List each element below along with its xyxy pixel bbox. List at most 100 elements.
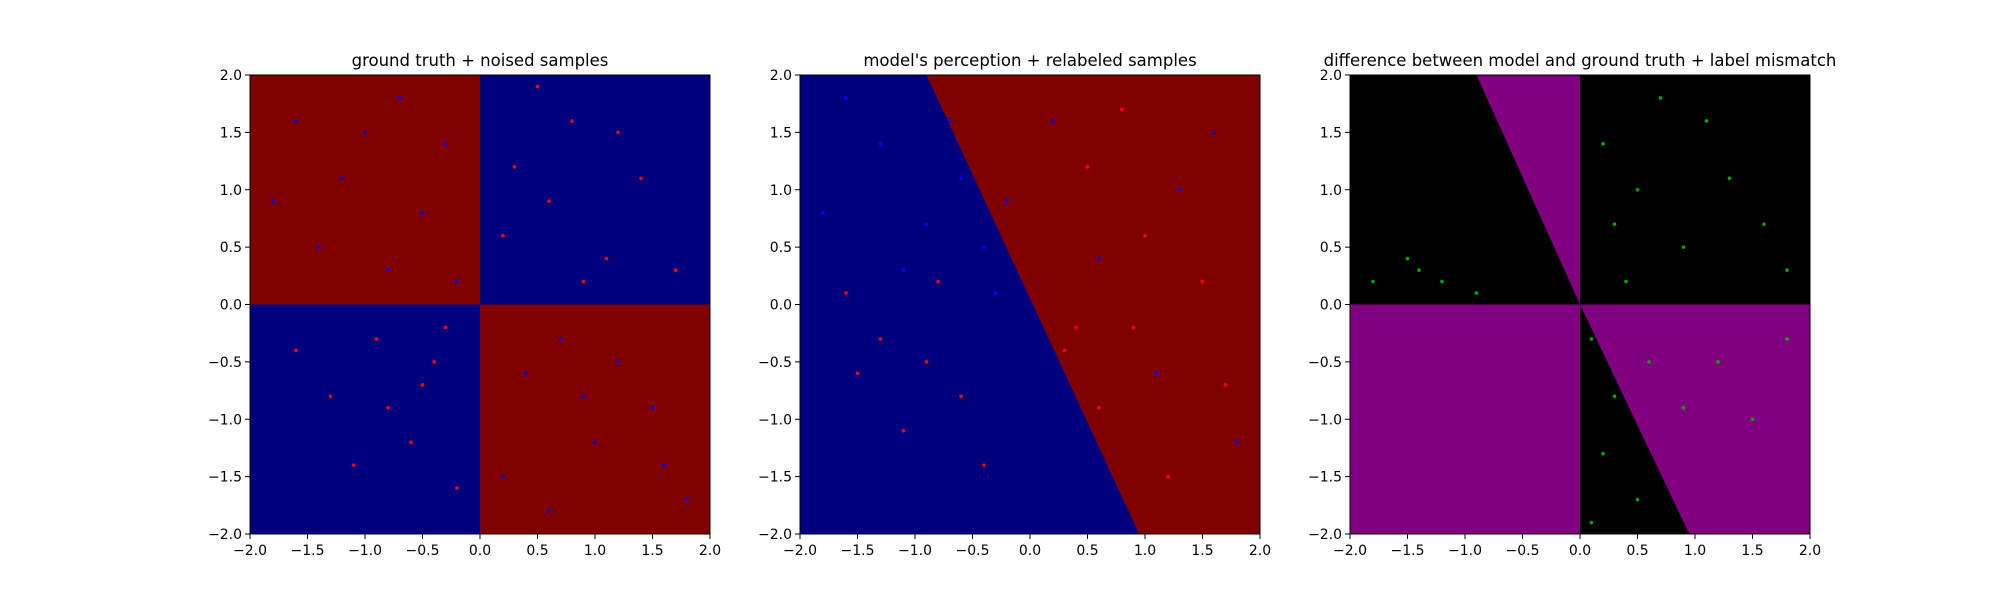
data-point — [409, 440, 413, 445]
data-point — [443, 142, 448, 146]
data-point — [1051, 119, 1055, 123]
region-top-right — [480, 75, 710, 305]
data-point — [650, 405, 655, 410]
panel-model-perception: −2.0−2.0 −1.5 −1.5 −1.0 −1.0 −0.5 −0.5 0.0 0.0 0.… — [758, 51, 1271, 559]
data-point — [1612, 222, 1617, 226]
data-point — [1704, 119, 1709, 123]
region-diff-lower-right — [1580, 304, 1810, 534]
data-point — [386, 405, 390, 410]
data-point — [959, 176, 963, 181]
region-diff-lower-left — [1350, 304, 1580, 534]
plot-background — [800, 75, 1260, 534]
data-point — [616, 130, 620, 135]
y-tick-label: −1.0 — [208, 412, 242, 428]
data-point — [363, 130, 367, 135]
x-tick-label: −1.5 — [841, 543, 875, 559]
data-point — [374, 337, 379, 341]
x-tick-label: −1.0 — [348, 543, 382, 559]
data-point — [397, 96, 402, 100]
data-point — [1601, 451, 1605, 456]
data-point — [317, 245, 321, 249]
panel-title: difference between model and ground trut… — [1324, 51, 1837, 70]
data-point — [1785, 268, 1789, 272]
y-tick-label: 1.0 — [770, 183, 792, 199]
y-tick-label: −1.0 — [1308, 412, 1342, 428]
region-bottom-right — [480, 304, 710, 534]
x-tick-label: 1.5 — [1741, 543, 1763, 559]
data-point — [1085, 165, 1090, 169]
x-tick-label: −1.0 — [898, 543, 932, 559]
data-point — [1762, 222, 1766, 226]
data-point — [455, 486, 459, 490]
data-point — [982, 463, 986, 467]
y-tick-label: 0.0 — [220, 298, 242, 314]
data-point — [936, 279, 940, 284]
data-point — [328, 394, 333, 399]
x-tick-label: 1.0 — [1134, 543, 1156, 559]
data-point — [1097, 405, 1101, 410]
data-point — [855, 371, 860, 376]
data-point — [420, 383, 425, 387]
data-point — [878, 142, 883, 146]
x-tick-label: −0.5 — [956, 543, 990, 559]
data-point — [1417, 268, 1421, 272]
data-point — [1716, 360, 1720, 364]
scatter-points — [1371, 96, 1789, 525]
scatter-points — [271, 84, 689, 513]
data-point — [1635, 497, 1640, 502]
data-point — [1681, 245, 1686, 249]
x-tick-label: 0.5 — [526, 543, 548, 559]
data-point — [639, 176, 643, 181]
data-point — [1589, 520, 1594, 525]
panel-title: model's perception + relabeled samples — [863, 51, 1196, 70]
data-point — [1120, 107, 1124, 112]
data-point — [570, 119, 574, 123]
data-point — [662, 463, 666, 467]
region-top-left — [250, 75, 480, 305]
data-point — [616, 360, 620, 364]
data-point — [1785, 337, 1789, 341]
x-tick-label: 2.0 — [1249, 543, 1271, 559]
data-point — [501, 233, 505, 238]
data-point — [1177, 187, 1182, 192]
data-point — [1647, 360, 1651, 364]
data-point — [1166, 474, 1170, 479]
y-tick-label: −2.0 — [758, 527, 792, 543]
data-point — [547, 199, 551, 204]
data-point — [1371, 279, 1375, 284]
data-point — [844, 291, 848, 295]
y-tick-label: −2.0 — [1308, 527, 1342, 543]
data-point — [1097, 256, 1101, 261]
data-point — [901, 268, 906, 272]
data-point — [1405, 256, 1410, 261]
data-point — [1212, 130, 1216, 135]
y-tick-label: −1.5 — [758, 470, 792, 486]
y-tick-label: −1.5 — [1308, 470, 1342, 486]
x-tick-label: 1.0 — [1684, 543, 1706, 559]
y-tick-label: 1.0 — [220, 183, 242, 199]
data-point — [1143, 233, 1147, 238]
panel-title: ground truth + noised samples — [352, 51, 609, 70]
x-tick-label: 0.5 — [1626, 543, 1648, 559]
x-tick-label: −1.0 — [1448, 543, 1482, 559]
panel-ground-truth: −2.0−2.0 −1.5 −1.5 −1.0 −1.0 −0.5 −0.5 0.0 0.0 0.… — [208, 51, 721, 559]
y-tick-label: 2.0 — [1320, 68, 1342, 84]
x-tick-label: −1.5 — [291, 543, 325, 559]
scatter-points — [821, 96, 1239, 479]
data-point — [420, 210, 425, 215]
region-model-blue — [800, 75, 1140, 534]
data-point — [878, 337, 883, 341]
data-point — [1235, 440, 1239, 445]
y-tick-label: −0.5 — [1308, 355, 1342, 371]
data-point — [351, 463, 356, 467]
data-point — [1154, 371, 1159, 376]
data-point — [547, 509, 551, 513]
data-point — [535, 84, 540, 89]
data-point — [1635, 187, 1640, 192]
x-tick-label: 0.5 — [1076, 543, 1098, 559]
data-point — [1624, 279, 1628, 284]
y-tick-label: 0.5 — [770, 240, 792, 256]
x-tick-label: −2.0 — [783, 543, 817, 559]
data-point — [386, 268, 390, 272]
data-point — [1074, 325, 1078, 330]
